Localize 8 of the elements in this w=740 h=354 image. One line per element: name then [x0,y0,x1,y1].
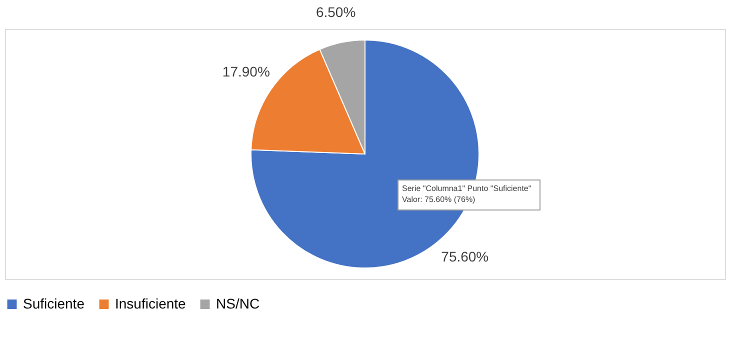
data-label: 6.50% [316,4,356,20]
data-label: 75.60% [441,248,489,265]
legend-label: Suficiente [23,295,85,312]
legend-label: Insuficiente [115,295,186,312]
text: Serie "Columna1" Punto "Suficiente" [402,184,532,193]
legend-label: NS/NC [216,295,260,312]
data-label: 17.90% [222,64,270,80]
text: Valor: 75.60% (76%) [402,195,476,204]
